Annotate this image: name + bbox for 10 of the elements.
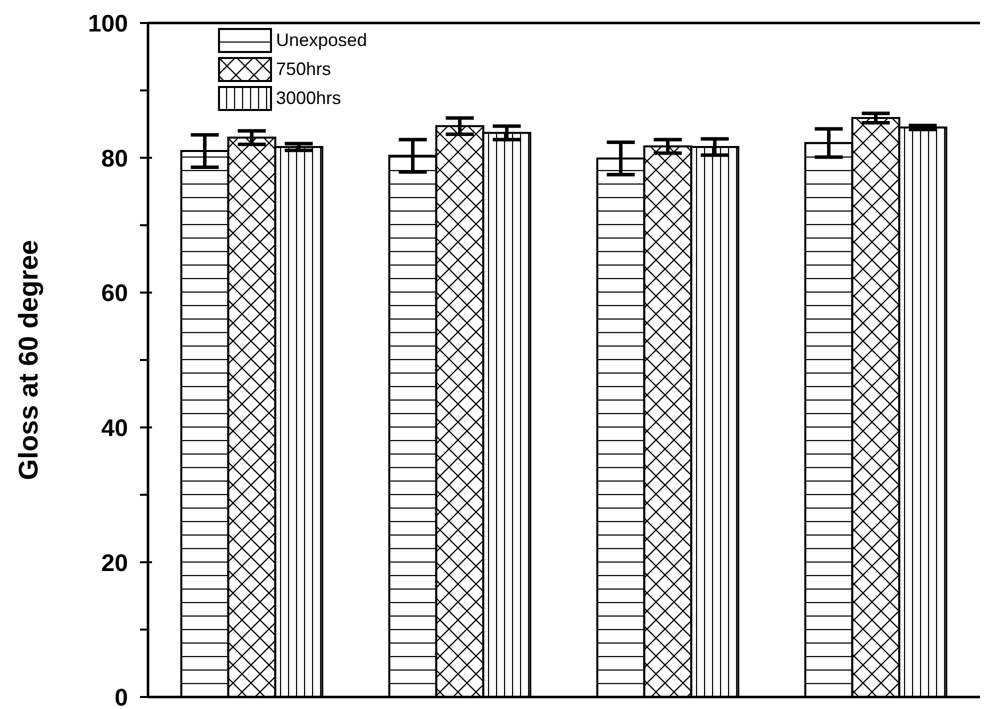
y-tick-label: 40 [101, 415, 128, 442]
legend-label: 3000hrs [276, 88, 342, 109]
y-tick-label: 80 [101, 145, 128, 172]
y-tick-label: 100 [88, 10, 128, 38]
y-tick-label: 60 [101, 280, 128, 308]
legend-label: Unexposed [276, 30, 368, 51]
y-axis-title: Gloss at 60 degree [14, 240, 44, 480]
y-tick-label: 20 [101, 550, 128, 577]
y-tick-label: 0 [114, 684, 128, 709]
legend-label: 750hrs [276, 59, 332, 80]
